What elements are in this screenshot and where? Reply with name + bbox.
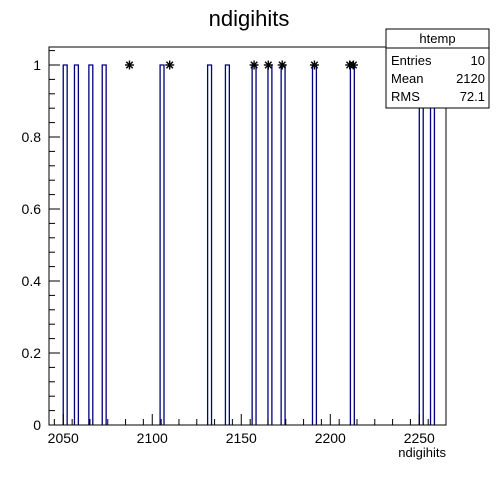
stats-rms-label: RMS: [391, 89, 420, 104]
data-marker: [277, 60, 287, 70]
y-tick-label: 0.8: [22, 129, 42, 145]
stats-rms-value: 72.1: [460, 89, 485, 104]
plot-frame: [48, 46, 447, 426]
y-tick-label: 0.4: [22, 273, 42, 289]
chart-title: ndigihits: [209, 6, 290, 31]
data-marker: [124, 60, 134, 70]
data-marker: [348, 60, 358, 70]
y-tick-label: 0.6: [22, 201, 42, 217]
stats-mean-label: Mean: [391, 71, 424, 86]
histogram-bins: [62, 64, 436, 425]
histogram-bin: [206, 64, 213, 425]
histogram-bin: [311, 64, 318, 425]
stats-box-frame: [385, 28, 490, 109]
x-tick-label: 2250: [404, 430, 435, 446]
x-tick-label: 2150: [226, 430, 257, 446]
histogram-bin: [251, 64, 257, 425]
data-markers: [124, 60, 358, 70]
stats-entries-value: 10: [471, 53, 485, 68]
histogram-bin: [224, 64, 230, 425]
x-tick-label: 2200: [315, 430, 346, 446]
x-tick-label: 2100: [137, 430, 168, 446]
histogram-bin: [62, 64, 68, 425]
stats-entries-label: Entries: [391, 53, 432, 68]
histogram-bin: [88, 64, 94, 425]
x-axis-label: ndigihits: [398, 445, 446, 460]
histogram-bin: [418, 64, 424, 425]
histogram-bin: [73, 64, 80, 425]
data-marker: [263, 60, 273, 70]
histogram-bin: [429, 64, 436, 425]
stats-mean-value: 2120: [456, 71, 485, 86]
histogram-bin: [267, 64, 273, 425]
x-tick-label: 2050: [48, 430, 79, 446]
axes: 0 0.2 0.4 0.6 0.8 1 2050 2100 2150 2200 2250: [22, 50, 447, 446]
y-tick-label: 0.2: [22, 345, 42, 361]
data-marker: [249, 60, 259, 70]
y-tick-label: 0: [33, 417, 41, 433]
stats-box: htemp Entries 10 Mean 2120 RMS 72.1: [385, 28, 490, 109]
data-marker: [165, 60, 175, 70]
data-marker: [309, 60, 319, 70]
stats-box-title: htemp: [419, 31, 455, 46]
histogram-bin: [101, 64, 107, 425]
histogram-bin: [349, 64, 355, 425]
histogram-bin: [159, 64, 165, 425]
histogram-bin: [280, 64, 286, 425]
y-tick-label: 1: [33, 57, 41, 73]
